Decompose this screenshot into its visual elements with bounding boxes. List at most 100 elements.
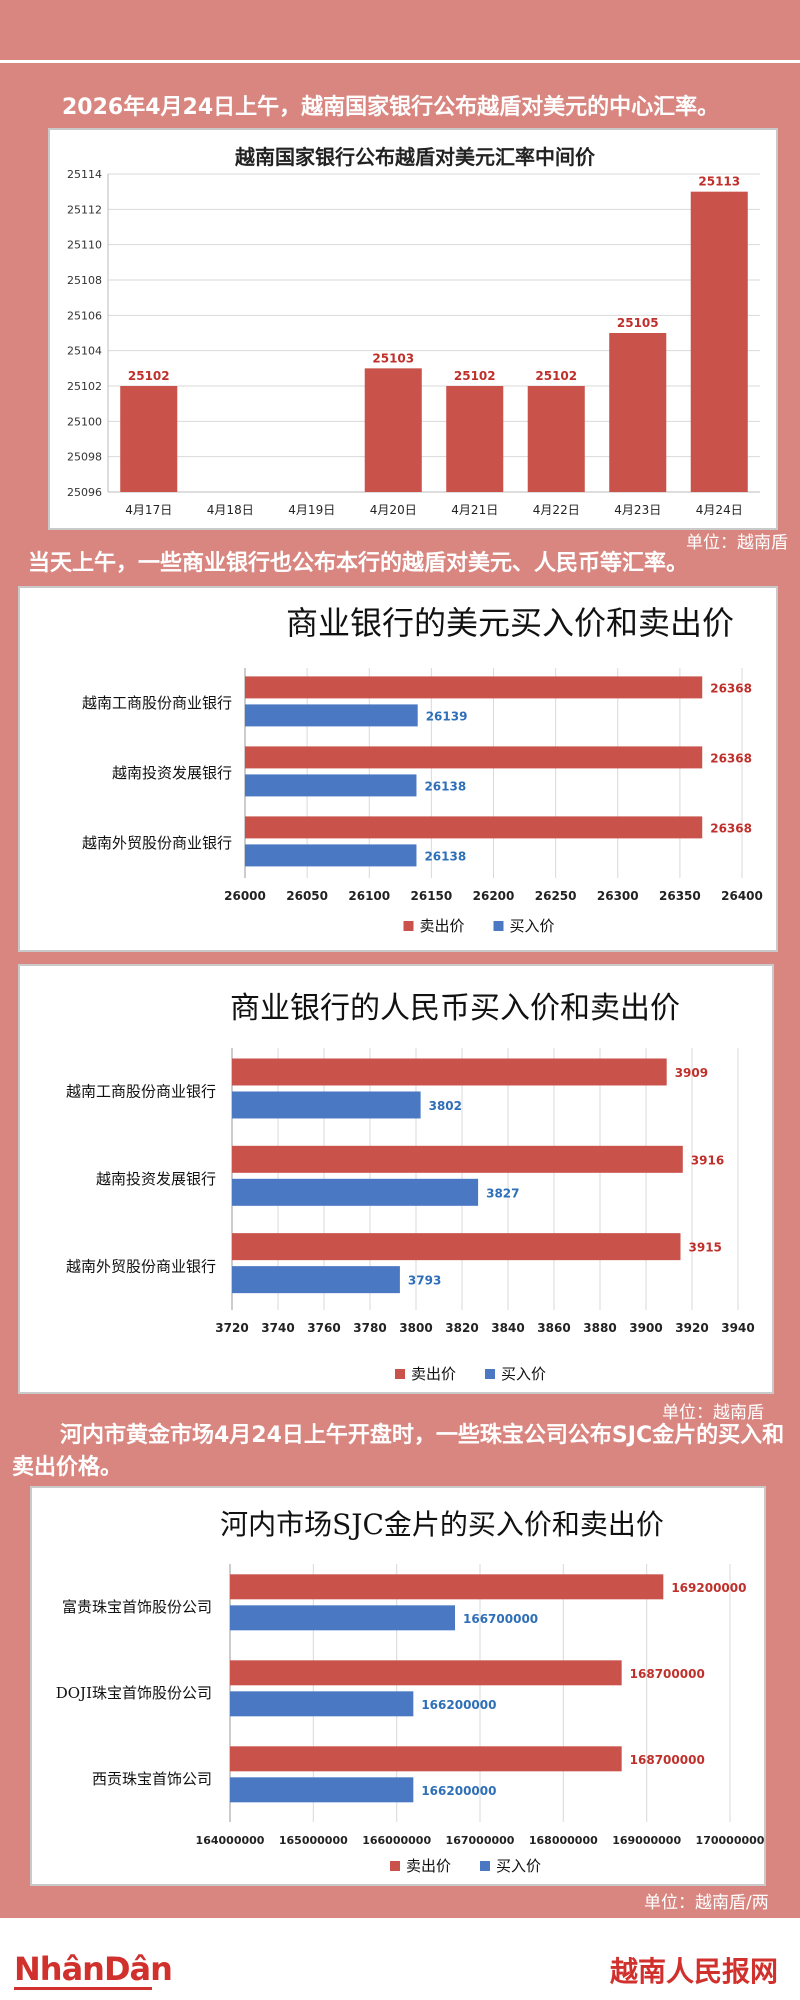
x-tick-label: 164000000 (196, 1834, 265, 1847)
chart-central-rate: 越南国家银行公布越盾对美元汇率中间价 25096 25098 25100 25102 25… (67, 145, 760, 517)
sell-value-label: 26368 (710, 751, 752, 765)
x-tick-label: 26400 (721, 889, 763, 903)
logo-underline (14, 1987, 152, 1990)
sell-value-label: 3915 (689, 1241, 722, 1255)
legend-sell-label: 卖出价 (406, 1857, 451, 1875)
chart-panel-usd: 商业银行的美元买入价和卖出价 26000 26050 26100 26150 26200 2… (18, 586, 778, 952)
legend-buy-swatch (480, 1861, 490, 1871)
y-tick-label: 25096 (67, 486, 102, 499)
buy-bar-0 (232, 1091, 421, 1119)
legend-buy-swatch (485, 1369, 495, 1379)
unit-label-chart1: 单位：越南盾 (686, 533, 788, 553)
sell-value-label: 168700000 (630, 1667, 705, 1681)
y-tick-label: 25098 (67, 451, 102, 464)
x-tick-label: 3940 (721, 1321, 754, 1335)
legend-buy-label: 买入价 (501, 1365, 546, 1383)
legend-sell-swatch (395, 1369, 405, 1379)
bar-value-label: 25102 (454, 369, 496, 383)
bar-value-label: 25105 (617, 316, 659, 330)
buy-bar-2 (230, 1777, 414, 1803)
x-tick-label: 26150 (411, 889, 453, 903)
bar-7 (690, 191, 748, 492)
sell-value-label: 26368 (710, 821, 752, 835)
sell-value-label: 168700000 (630, 1753, 705, 1767)
x-tick-label: 26350 (659, 889, 701, 903)
x-tick-label: 4月21日 (451, 503, 498, 517)
bar-value-label: 25102 (128, 369, 170, 383)
chart-title: 商业银行的美元买入价和卖出价 (286, 604, 734, 642)
middle-paragraph: 当天上午，一些商业银行也公布本行的越盾对美元、人民币等汇率。 (28, 551, 689, 576)
bar-0 (120, 386, 178, 492)
chart-cny-rates: 商业银行的人民币买入价和卖出价 3720 3740 3760 3780 3800 3820 3… (66, 991, 755, 1383)
chart-usd-rates: 商业银行的美元买入价和卖出价 26000 26050 26100 26150 26200 2… (82, 604, 763, 935)
legend-sell-label: 卖出价 (411, 1365, 456, 1383)
x-tick-label: 3840 (491, 1321, 524, 1335)
y-tick-label: 25106 (67, 309, 102, 322)
buy-bar-0 (245, 704, 418, 727)
x-tick-label: 4月18日 (207, 503, 254, 517)
sell-bar-0 (245, 676, 703, 699)
x-tick-label: 167000000 (446, 1834, 515, 1847)
sell-value-label: 169200000 (671, 1581, 746, 1595)
bar-3 (364, 368, 422, 492)
unit-label-chart3: 单位：越南盾 (662, 1403, 764, 1423)
x-tick-label: 26000 (224, 889, 266, 903)
buy-value-label: 166700000 (463, 1612, 538, 1626)
buy-value-label: 166200000 (421, 1784, 496, 1798)
bar-5 (527, 386, 585, 492)
x-tick-label: 3880 (583, 1321, 616, 1335)
bar-4 (446, 386, 504, 492)
y-tick-label: 25110 (67, 239, 102, 252)
buy-bar-1 (232, 1178, 479, 1206)
bar-value-label: 25103 (372, 351, 414, 365)
buy-value-label: 26138 (424, 849, 466, 863)
x-tick-label: 3800 (399, 1321, 432, 1335)
chart-title: 商业银行的人民币买入价和卖出价 (230, 991, 680, 1026)
sell-value-label: 26368 (710, 681, 752, 695)
category-label: 越南工商股份商业银行 (66, 1083, 216, 1101)
sell-value-label: 3916 (691, 1153, 724, 1167)
y-tick-label: 25114 (67, 168, 102, 181)
buy-bar-0 (230, 1605, 455, 1631)
x-tick-label: 3860 (537, 1321, 570, 1335)
x-tick-label: 3740 (261, 1321, 294, 1335)
chart-gold-prices: 河内市场SJC金片的买入价和卖出价 164000000 165000000 16600… (56, 1508, 765, 1875)
category-label: 越南外贸股份商业银行 (82, 834, 232, 852)
buy-value-label: 3793 (408, 1274, 441, 1288)
chart-panel-gold: 河内市场SJC金片的买入价和卖出价 164000000 165000000 16600… (30, 1486, 766, 1886)
category-label: 富贵珠宝首饰股份公司 (62, 1598, 212, 1616)
chart-title: 河内市场SJC金片的买入价和卖出价 (220, 1508, 664, 1541)
bar-6 (609, 333, 667, 492)
x-tick-label: 4月23日 (614, 503, 661, 517)
sell-value-label: 3909 (675, 1066, 708, 1080)
x-tick-label: 26100 (348, 889, 390, 903)
x-tick-label: 4月17日 (125, 503, 172, 517)
x-tick-label: 26200 (473, 889, 515, 903)
x-tick-label: 170000000 (696, 1834, 765, 1847)
category-label: 越南外贸股份商业银行 (66, 1257, 216, 1275)
sell-bar-2 (245, 816, 703, 839)
buy-bar-2 (245, 844, 417, 867)
x-tick-label: 3720 (215, 1321, 248, 1335)
x-tick-label: 169000000 (612, 1834, 681, 1847)
buy-value-label: 3802 (429, 1099, 462, 1113)
legend-buy-label: 买入价 (510, 917, 555, 935)
intro-paragraph: 2026年4月24日上午，越南国家银行公布越盾对美元的中心汇率。 (62, 95, 720, 120)
buy-bar-1 (230, 1691, 414, 1717)
sell-bar-1 (232, 1145, 683, 1173)
x-tick-label: 168000000 (529, 1834, 598, 1847)
buy-value-label: 166200000 (421, 1698, 496, 1712)
legend-sell-label: 卖出价 (420, 917, 465, 935)
sell-bar-1 (230, 1660, 622, 1686)
y-tick-label: 25102 (67, 380, 102, 393)
unit-label-chart4: 单位：越南盾/两 (644, 1893, 769, 1913)
footer-bar (0, 1918, 800, 2000)
sell-bar-1 (245, 746, 703, 769)
legend-buy-swatch (493, 921, 504, 931)
y-tick-label: 25112 (67, 203, 102, 216)
legend-sell-swatch (390, 1861, 400, 1871)
buy-value-label: 26138 (424, 779, 466, 793)
legend-buy-label: 买入价 (496, 1857, 541, 1875)
buy-bar-1 (245, 774, 417, 797)
sell-bar-2 (232, 1233, 681, 1261)
